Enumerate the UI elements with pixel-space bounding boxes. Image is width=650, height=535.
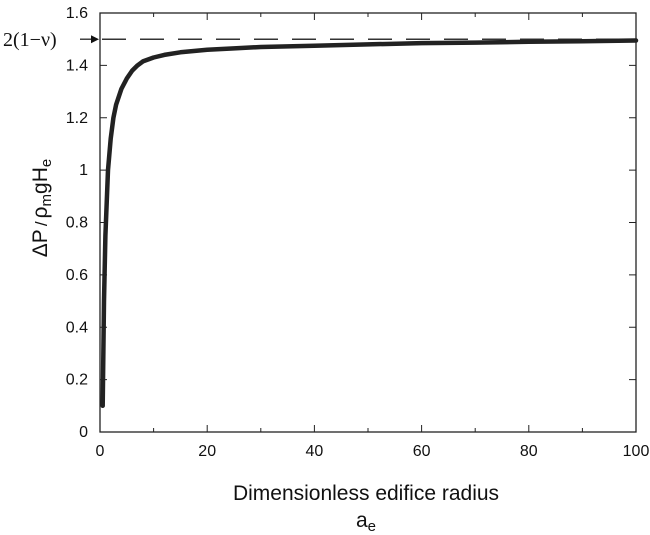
x-tick-label: 100 — [623, 443, 650, 460]
x-tick-label: 60 — [413, 443, 431, 460]
y-tick-label: 0 — [79, 424, 88, 441]
x-tick-label: 20 — [198, 443, 216, 460]
x-tick-label: 80 — [520, 443, 538, 460]
x-tick-label: 40 — [306, 443, 324, 460]
series-layer — [100, 38, 639, 409]
y-tick-label: 1.6 — [66, 5, 88, 22]
reference-arrowhead — [91, 35, 99, 44]
axis-tick-labels: 0 20 40 60 80 100 0 0.2 0.4 0.6 0.8 1 1.2 1.4 1.6 — [66, 5, 650, 460]
y-tick-label: 0.2 — [66, 372, 88, 389]
x-axis-symbol: ae — [356, 509, 376, 535]
reference-line-label: 2(1−ν) — [3, 29, 57, 51]
plot-frame-group — [99, 12, 637, 433]
y-tick-label: 0.4 — [66, 319, 88, 336]
y-tick-label: 0.6 — [66, 267, 88, 284]
plot-frame — [99, 12, 637, 433]
axis-ticks — [99, 12, 637, 433]
y-axis-title: ΔP/ρmgHe — [29, 159, 55, 257]
y-tick-label: 0.8 — [66, 215, 88, 232]
reference-annotation: 2(1−ν) — [3, 29, 99, 51]
x-axis-title: Dimensionless edifice radius — [233, 482, 499, 505]
y-tick-label: 1.4 — [66, 57, 88, 74]
y-axis-title-group: ΔP/ρmgHe — [29, 159, 55, 257]
x-tick-label: 0 — [96, 443, 105, 460]
y-tick-label: 1 — [79, 162, 88, 179]
y-tick-label: 1.2 — [66, 110, 88, 127]
x-axis-title-group: Dimensionless edifice radius ae — [233, 482, 499, 535]
series-line-0 — [100, 38, 639, 409]
